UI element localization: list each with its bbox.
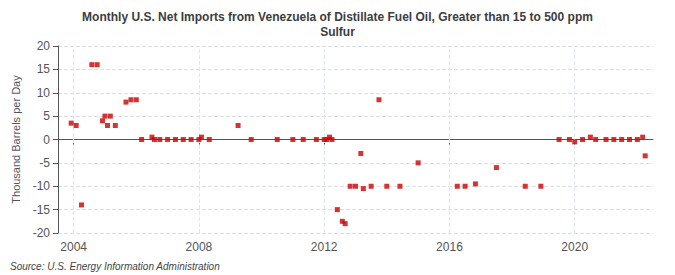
svg-text:Monthly U.S. Net Imports from: Monthly U.S. Net Imports from Venezuela … bbox=[82, 10, 593, 24]
svg-text:Source: U.S. Energy Informatio: Source: U.S. Energy Information Administ… bbox=[10, 261, 220, 272]
svg-text:Thousand Barrels per Day: Thousand Barrels per Day bbox=[10, 75, 22, 204]
svg-text:5: 5 bbox=[43, 109, 50, 123]
svg-text:20: 20 bbox=[37, 39, 51, 53]
svg-text:-5: -5 bbox=[39, 156, 50, 170]
svg-text:2004: 2004 bbox=[60, 240, 87, 254]
svg-text:2020: 2020 bbox=[561, 240, 588, 254]
svg-text:2008: 2008 bbox=[186, 240, 213, 254]
svg-text:0: 0 bbox=[43, 133, 50, 147]
svg-text:10: 10 bbox=[37, 86, 51, 100]
svg-text:-10: -10 bbox=[33, 179, 51, 193]
svg-text:2012: 2012 bbox=[311, 240, 338, 254]
svg-text:-15: -15 bbox=[33, 203, 51, 217]
svg-text:-20: -20 bbox=[33, 226, 51, 240]
svg-text:Sulfur: Sulfur bbox=[320, 25, 355, 39]
svg-text:2016: 2016 bbox=[436, 240, 463, 254]
svg-text:15: 15 bbox=[37, 62, 51, 76]
